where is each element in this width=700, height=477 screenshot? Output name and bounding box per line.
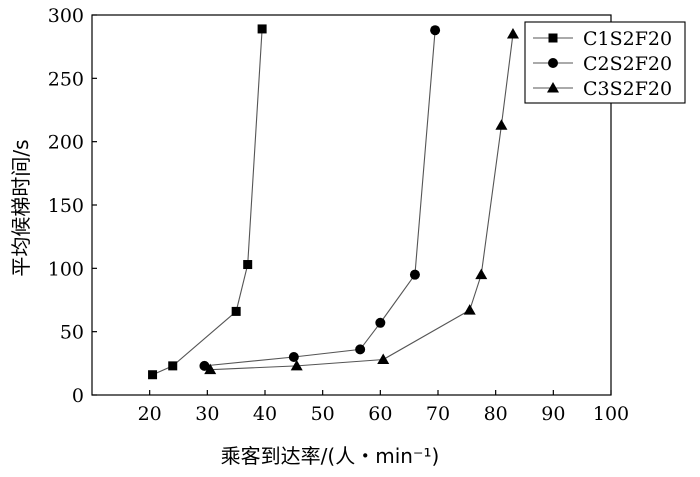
- data-point: [377, 353, 390, 365]
- legend-label: C3S2F20: [583, 78, 672, 100]
- legend-marker: [548, 33, 558, 43]
- series-c3s2f20: [204, 28, 519, 375]
- legend-entry: C3S2F20: [533, 78, 672, 100]
- data-point: [409, 269, 420, 280]
- legend: C1S2F20 C2S2F20 C3S2F20: [524, 21, 686, 104]
- legend-label: C2S2F20: [583, 53, 672, 75]
- y-tick-label: 0: [72, 385, 84, 407]
- legend-label: C1S2F20: [583, 28, 672, 50]
- x-tick-label: 80: [484, 403, 508, 425]
- data-point: [495, 119, 508, 130]
- series-layer: [148, 24, 519, 380]
- y-tick-label: 150: [48, 195, 84, 217]
- x-tick-label: 90: [541, 403, 565, 425]
- data-point: [475, 268, 488, 280]
- data-point: [243, 260, 253, 270]
- data-point: [257, 24, 267, 34]
- x-tick-label: 100: [593, 403, 629, 425]
- data-point: [199, 360, 210, 371]
- data-point: [168, 361, 178, 371]
- axes: 20 30 40 50 60 70 80 90 100 0 50 100 150 200 250 300: [48, 5, 629, 425]
- y-tick-label: 50: [60, 322, 84, 344]
- x-tick-label: 70: [426, 403, 450, 425]
- series-c1s2f20: [148, 24, 267, 380]
- x-tick-label: 60: [368, 403, 392, 425]
- legend-entry: C2S2F20: [533, 53, 672, 75]
- data-point: [290, 359, 303, 371]
- x-axis-label: 乘客到达率/(人・min⁻¹): [221, 444, 440, 468]
- x-tick-label: 30: [195, 403, 219, 425]
- series-c2s2f20: [199, 25, 441, 371]
- x-tick-label: 40: [253, 403, 277, 425]
- data-point: [355, 344, 366, 355]
- series-line: [210, 33, 514, 371]
- x-tick-label: 50: [311, 403, 335, 425]
- data-point: [231, 306, 241, 316]
- data-point: [148, 370, 158, 380]
- legend-marker: [548, 58, 558, 68]
- data-point: [430, 25, 441, 36]
- data-point: [288, 352, 299, 362]
- y-tick-label: 200: [48, 132, 84, 154]
- series-line: [204, 30, 436, 367]
- y-tick-label: 250: [48, 68, 84, 90]
- series-line: [152, 28, 263, 376]
- data-point: [375, 317, 386, 328]
- y-tick-label: 300: [48, 5, 84, 27]
- legend-entry: C1S2F20: [533, 28, 672, 50]
- data-point: [204, 363, 217, 375]
- legend-marker: [547, 82, 559, 93]
- y-axis-label: 平均候梯时间/s: [9, 139, 33, 276]
- x-tick-label: 20: [138, 403, 162, 425]
- y-tick-label: 100: [48, 258, 84, 280]
- data-point: [506, 28, 519, 39]
- data-point: [463, 304, 476, 315]
